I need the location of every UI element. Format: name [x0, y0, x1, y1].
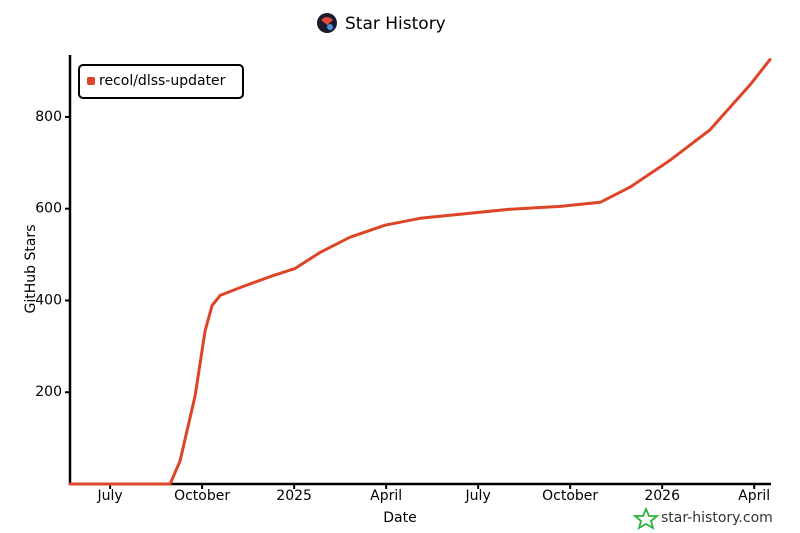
x-tick-label: April	[738, 488, 770, 504]
x-axis-label: Date	[383, 510, 416, 526]
x-tick-label: July	[97, 488, 123, 504]
legend-marker	[87, 77, 95, 85]
x-tick-label: July	[465, 488, 491, 504]
watermark: star-history.com	[661, 510, 773, 526]
watermark-icon	[632, 506, 660, 530]
legend-label: recol/dlss-updater	[99, 73, 226, 89]
y-tick-label: 800	[35, 109, 62, 125]
series-line	[68, 58, 772, 486]
y-tick-label: 400	[35, 292, 62, 308]
x-tick-label: April	[370, 488, 402, 504]
y-axis-label: GitHub Stars	[23, 225, 39, 314]
x-tick-label: October	[542, 488, 598, 504]
legend-box	[78, 64, 244, 99]
x-tick-label: 2026	[644, 488, 680, 504]
y-tick-label: 200	[35, 384, 62, 400]
x-tick-label: 2025	[276, 488, 312, 504]
x-tick-label: October	[174, 488, 230, 504]
y-tick-label: 600	[35, 201, 62, 217]
title-icon	[317, 13, 337, 33]
chart-title: Star History	[345, 14, 446, 34]
